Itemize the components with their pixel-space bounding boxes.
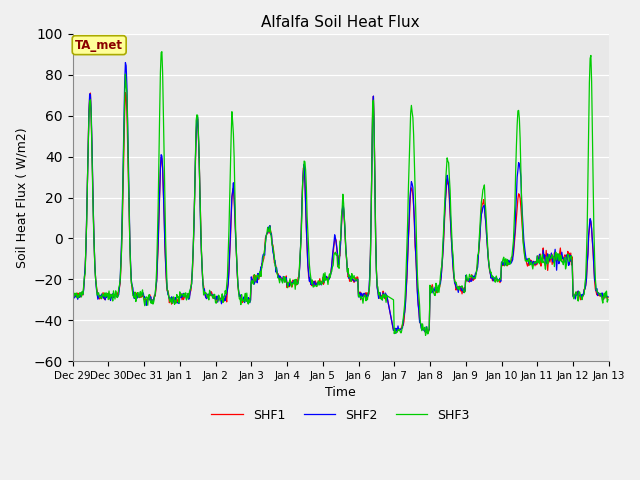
SHF3	[134, 290, 141, 296]
SHF3	[189, 265, 196, 271]
Text: TA_met: TA_met	[76, 39, 124, 52]
SHF1	[422, 327, 430, 333]
SHF1	[189, 269, 196, 275]
SHF2	[217, 297, 225, 303]
SHF3	[217, 297, 225, 303]
Title: Alfalfa Soil Heat Flux: Alfalfa Soil Heat Flux	[261, 15, 420, 30]
Line: SHF2: SHF2	[72, 62, 608, 333]
Y-axis label: Soil Heat Flux ( W/m2): Soil Heat Flux ( W/m2)	[15, 127, 28, 268]
SHF2	[68, 293, 76, 299]
SHF2	[134, 293, 142, 299]
SHF3	[158, 49, 166, 55]
SHF3	[422, 329, 430, 335]
SHF2	[604, 294, 612, 300]
SHF2	[189, 264, 196, 270]
Line: SHF1: SHF1	[72, 93, 608, 333]
SHF3	[78, 288, 86, 294]
Line: SHF3: SHF3	[72, 52, 608, 336]
SHF2	[122, 60, 129, 65]
SHF1	[78, 292, 86, 298]
SHF1	[422, 330, 429, 336]
SHF1	[217, 296, 225, 302]
SHF1	[122, 90, 129, 96]
SHF1	[604, 295, 612, 300]
SHF2	[78, 289, 86, 295]
SHF3	[406, 136, 413, 142]
SHF1	[406, 203, 413, 208]
SHF2	[422, 324, 430, 330]
X-axis label: Time: Time	[325, 386, 356, 399]
Legend: SHF1, SHF2, SHF3: SHF1, SHF2, SHF3	[207, 404, 475, 427]
SHF3	[422, 333, 429, 338]
SHF1	[134, 291, 142, 297]
SHF3	[604, 297, 612, 302]
SHF1	[68, 293, 76, 299]
SHF3	[68, 293, 76, 299]
SHF2	[392, 330, 399, 336]
SHF2	[407, 186, 415, 192]
